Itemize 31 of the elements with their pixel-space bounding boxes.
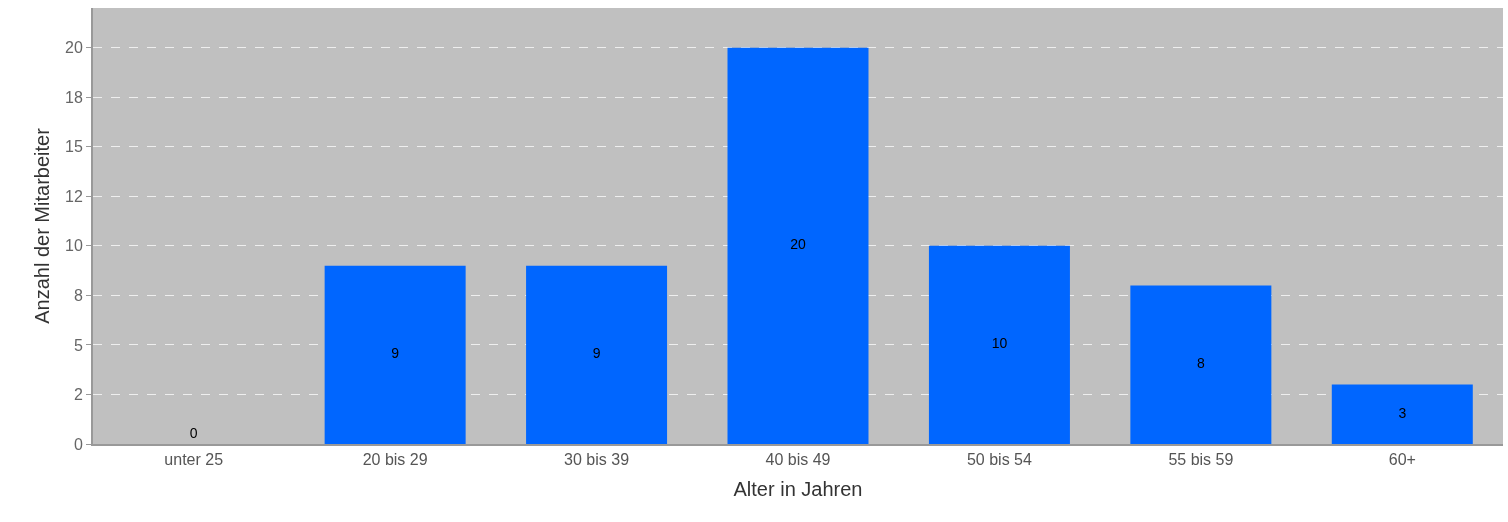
- x-tick-label: 30 bis 39: [564, 451, 630, 469]
- x-axis-title: Alter in Jahren: [733, 478, 863, 501]
- x-tick-label: 60+: [1388, 451, 1416, 469]
- bar: [928, 245, 1070, 444]
- y-tick-label: 20: [65, 39, 83, 57]
- x-tick-label: 50 bis 54: [966, 451, 1032, 469]
- data-label: 8: [1196, 355, 1205, 372]
- data-label: 10: [991, 335, 1008, 352]
- y-tick-label: 8: [73, 286, 83, 304]
- y-tick-label: 12: [65, 187, 83, 205]
- y-tick-label: 18: [65, 88, 83, 106]
- x-tick-label: 55 bis 59: [1168, 451, 1234, 469]
- bar: [1130, 285, 1272, 444]
- data-label: 9: [391, 345, 400, 362]
- data-label: 9: [592, 345, 601, 362]
- y-tick-label: 0: [73, 435, 83, 453]
- bar: [324, 265, 466, 444]
- y-tick-label: 5: [73, 336, 83, 354]
- y-axis-title: Anzahl der Mitarbeiter: [31, 127, 53, 324]
- y-tick-label: 15: [65, 138, 83, 156]
- data-label: 20: [790, 236, 806, 253]
- x-tick-label: 20 bis 29: [362, 451, 428, 469]
- bar: [727, 47, 869, 444]
- data-label: 0: [189, 424, 198, 441]
- data-label: 3: [1398, 404, 1407, 421]
- x-tick-label: unter 25: [164, 451, 224, 469]
- bar: [526, 265, 668, 444]
- y-tick-label: 2: [73, 386, 83, 404]
- x-tick-label: 40 bis 49: [765, 451, 831, 469]
- y-tick-label: 10: [65, 237, 83, 255]
- bar: [1331, 384, 1473, 444]
